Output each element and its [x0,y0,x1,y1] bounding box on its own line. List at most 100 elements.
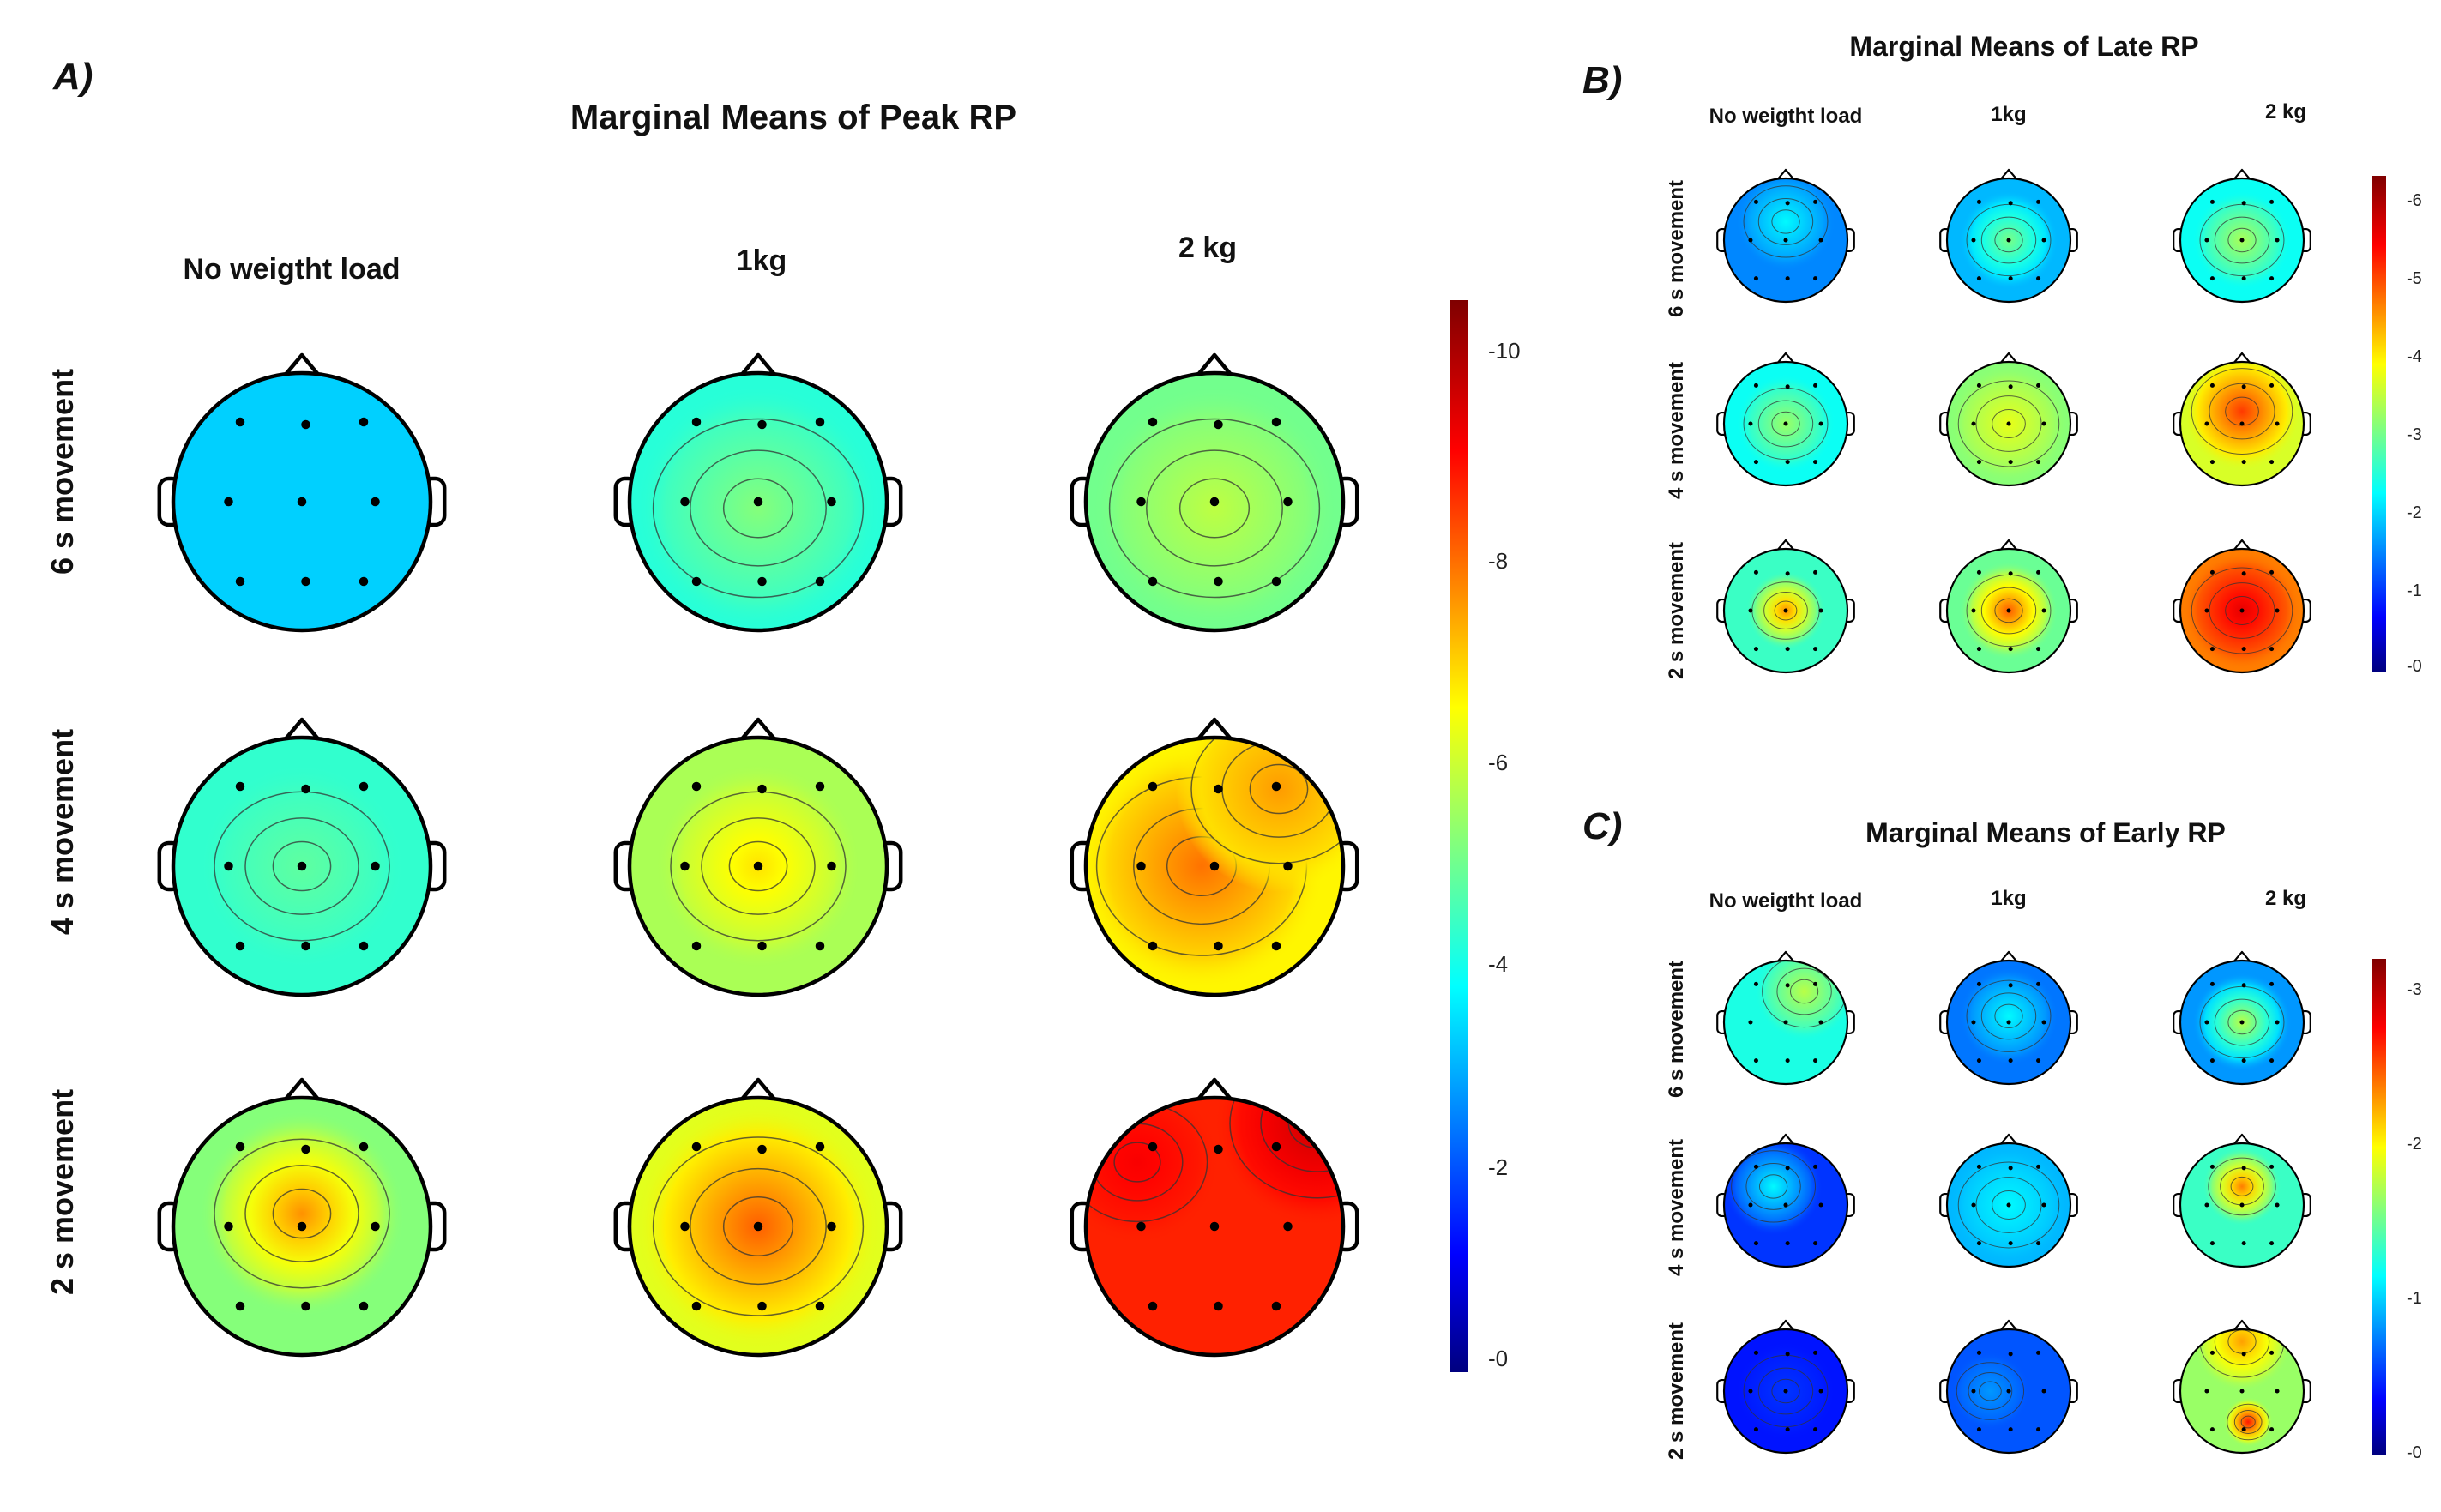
contour-line [1260,1098,1343,1172]
head-nose [2233,539,2251,551]
contour-line [2214,1329,2270,1365]
electrode-dot [1753,1058,1758,1063]
electrode-dot [1753,1427,1758,1432]
electrode-dot [1753,1241,1758,1246]
contour-line [1757,400,1814,448]
col-label-b-2: 1kg [1991,103,2026,126]
head-nose [283,717,321,741]
topomap-b-3-3 [2173,539,2311,674]
electrode-dot [1971,238,1976,243]
activation-blob [199,1111,405,1316]
electrode-dot [2209,1427,2215,1432]
electrode-dot [235,1142,245,1152]
contour-line [1771,1378,1800,1404]
electrode-dot [2241,1427,2246,1432]
scalp-outline [1945,547,2072,674]
electrode-dot [1971,1202,1976,1208]
electrode-dot [2269,647,2275,652]
electrode-dot [2041,1020,2046,1025]
colorbar-c-tick-2: -2 [2407,1135,2422,1154]
electrode-dot [2006,1202,2011,1208]
electrode-dot [753,497,763,507]
electrode-dot [1785,1058,1790,1063]
topomap-b-2-1 [1716,352,1855,487]
colorbar-b-tick-5: -2 [2407,503,2422,522]
contour-line [1994,598,2023,623]
electrode-dot [1813,1350,1818,1355]
col-label-a-2: 1kg [737,244,787,277]
electrode-dot [757,784,767,794]
electrode-dot [2041,1202,2046,1208]
electrode-dot [2036,383,2041,388]
electrode-dot [2036,1350,2041,1355]
contour-line [2225,596,2259,625]
scalp-outline [1722,360,1849,487]
electrode-dot [1136,497,1146,507]
electrode-dot [1785,571,1790,576]
contour-line [1743,387,1829,461]
electrode-dot [2241,460,2246,465]
scalp-outline [1722,1142,1849,1268]
electrode-dot [371,1221,380,1232]
topomap-b-1-1 [1716,168,1855,304]
contour-line [1776,967,1832,1015]
electrode-dot [2269,1058,2275,1063]
electrode-dot [371,861,380,871]
electrode-dot [1748,1389,1753,1394]
scalp-outline [2179,360,2305,487]
contour-line [1771,411,1800,437]
electrode-dot [1753,383,1758,388]
electrode-dot [815,576,825,587]
electrode-dot [1753,460,1758,465]
electrode-dot [815,781,825,792]
head-nose [1999,1319,2018,1331]
electrode-dot [757,576,767,587]
electrode-dot [2008,201,2013,206]
activation-blob [2223,1397,2273,1447]
electrode-dot [757,419,767,430]
electrode-dot [1785,1166,1790,1171]
electrode-dot [2036,647,2041,652]
contour-line [2209,582,2275,639]
contour-line [1966,979,2052,1052]
electrode-dot [1209,497,1220,507]
electrode-dot [2241,1058,2246,1063]
electrode-dot [301,576,310,587]
scalp-outline [171,735,433,997]
contour-line [652,1136,865,1316]
topomap-b-1-2 [1939,168,2078,304]
contour-line [2227,227,2257,253]
topomap-a-2-1 [157,717,447,997]
electrode-dot [2275,1389,2280,1394]
electrode-dot [235,417,245,427]
electrode-dot [1753,981,1758,986]
electrode-dot [1818,238,1823,243]
electrode-dot [815,1301,825,1311]
contour-line [1789,979,1819,1004]
electrode-dot [1813,1241,1818,1246]
electrode-dot [2036,1164,2041,1169]
electrode-dot [1783,238,1788,243]
panel-label-b: B) [1582,59,1622,101]
activation-blob [2182,362,2302,471]
electrode-dot [1148,1301,1158,1311]
electrode-dot [2006,421,2011,426]
electrode-dot [2275,1020,2280,1025]
electrode-dot [301,419,310,430]
electrode-dot [1818,1202,1823,1208]
electrode-dot [1753,1164,1758,1169]
electrode-dot [2209,383,2215,388]
contour-line [2191,368,2293,455]
electrode-dot [1753,199,1758,204]
row-label-b-3: 2 s movement [1665,542,1688,679]
contour-line [1758,1174,1788,1199]
col-label-b-3: 2 kg [2265,100,2306,123]
electrode-dot [2269,460,2275,465]
contour-line [1743,1354,1829,1428]
electrode-dot [1813,460,1818,465]
contour-line [214,791,390,942]
electrode-dot [1976,276,1981,281]
topomap-a-2-2 [613,717,903,997]
panel-label-c: C) [1582,805,1622,847]
electrode-dot [1813,647,1818,652]
